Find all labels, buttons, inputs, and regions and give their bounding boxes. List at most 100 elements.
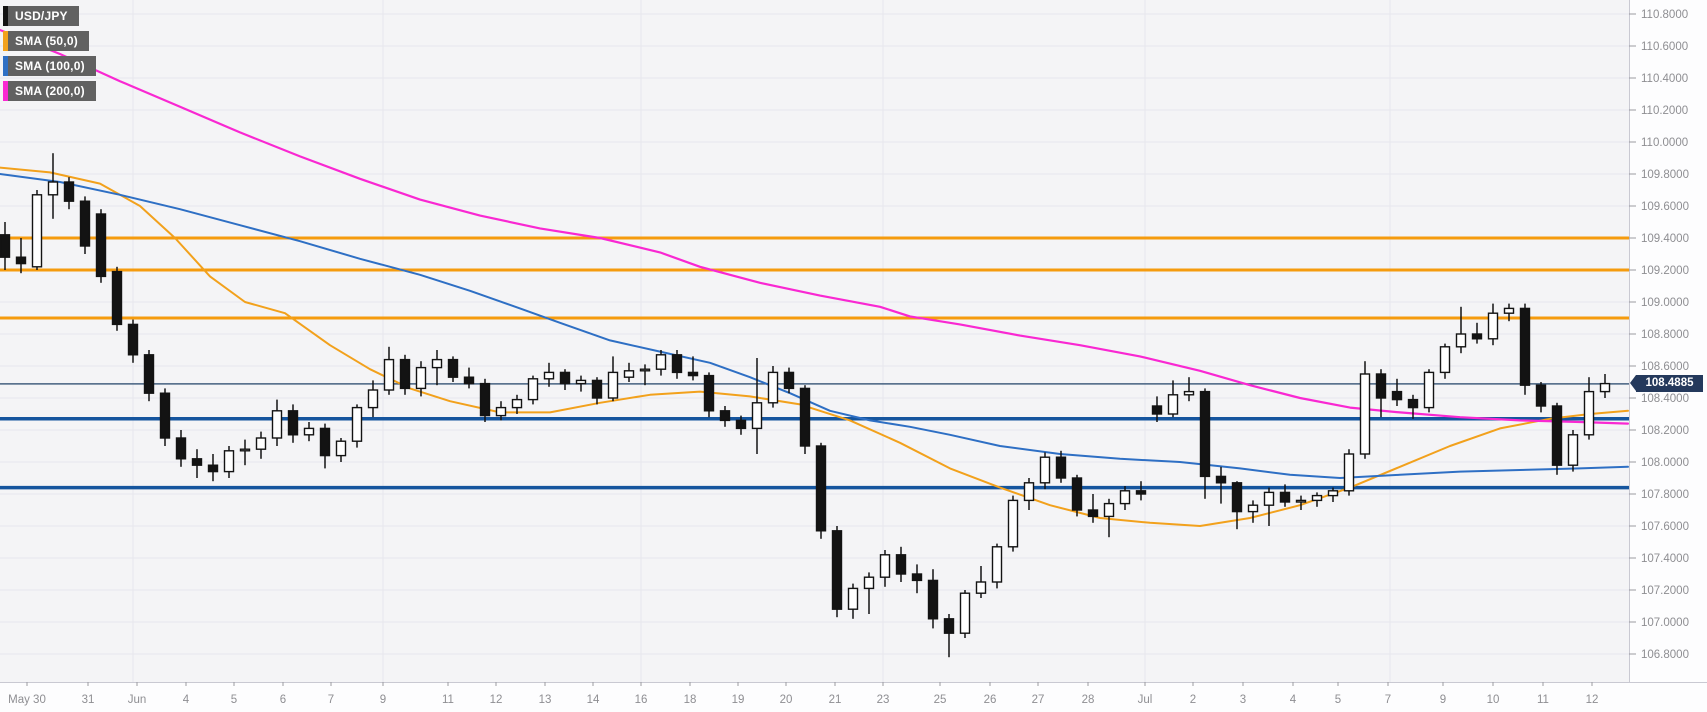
- bull-candle[interactable]: [959, 592, 971, 634]
- bull-candle[interactable]: [511, 398, 523, 409]
- bear-candle[interactable]: [79, 200, 91, 247]
- bear-candle[interactable]: [1151, 405, 1163, 415]
- bull-candle[interactable]: [751, 402, 763, 430]
- bull-candle[interactable]: [1167, 394, 1179, 415]
- bull-candle[interactable]: [255, 437, 267, 450]
- bull-candle[interactable]: [239, 448, 251, 452]
- bear-candle[interactable]: [95, 213, 107, 278]
- bear-candle[interactable]: [1551, 405, 1563, 466]
- bear-candle[interactable]: [927, 579, 939, 620]
- bull-candle[interactable]: [47, 181, 59, 196]
- bull-candle[interactable]: [303, 427, 315, 436]
- bear-candle[interactable]: [1519, 307, 1531, 386]
- bull-candle[interactable]: [863, 576, 875, 590]
- bear-candle[interactable]: [399, 358, 411, 390]
- bull-candle[interactable]: [1599, 382, 1611, 393]
- bear-candle[interactable]: [175, 437, 187, 460]
- bear-candle[interactable]: [831, 530, 843, 610]
- bull-candle[interactable]: [351, 406, 363, 442]
- bear-candle[interactable]: [719, 410, 731, 422]
- bull-candle[interactable]: [1007, 499, 1019, 548]
- bear-candle[interactable]: [799, 387, 811, 447]
- bull-candle[interactable]: [271, 410, 283, 439]
- bear-candle[interactable]: [207, 464, 219, 473]
- bull-candle[interactable]: [495, 406, 507, 417]
- bull-candle[interactable]: [1327, 490, 1339, 497]
- bear-candle[interactable]: [447, 358, 459, 378]
- bear-candle[interactable]: [15, 256, 27, 265]
- legend-item-sma100[interactable]: SMA (100,0): [3, 56, 96, 76]
- bear-candle[interactable]: [1407, 398, 1419, 409]
- legend-item-sma200[interactable]: SMA (200,0): [3, 81, 96, 101]
- bull-candle[interactable]: [1567, 434, 1579, 466]
- bear-candle[interactable]: [479, 382, 491, 417]
- bull-candle[interactable]: [1183, 390, 1195, 396]
- bull-candle[interactable]: [991, 546, 1003, 583]
- bull-candle[interactable]: [1103, 502, 1115, 518]
- bull-candle[interactable]: [1311, 494, 1323, 502]
- bull-candle[interactable]: [415, 366, 427, 390]
- bear-candle[interactable]: [815, 445, 827, 532]
- bull-candle[interactable]: [639, 368, 651, 372]
- bear-candle[interactable]: [559, 371, 571, 385]
- bull-candle[interactable]: [431, 358, 443, 369]
- bull-candle[interactable]: [1423, 371, 1435, 409]
- bear-candle[interactable]: [1087, 509, 1099, 518]
- bear-candle[interactable]: [1215, 475, 1227, 484]
- bear-candle[interactable]: [63, 181, 75, 202]
- bear-candle[interactable]: [1199, 390, 1211, 478]
- bull-candle[interactable]: [1039, 456, 1051, 484]
- bear-candle[interactable]: [287, 410, 299, 436]
- legend-item-sma50[interactable]: SMA (50,0): [3, 31, 89, 51]
- bear-candle[interactable]: [687, 371, 699, 377]
- bear-candle[interactable]: [1391, 390, 1403, 401]
- bear-candle[interactable]: [191, 458, 203, 466]
- bear-candle[interactable]: [319, 427, 331, 457]
- bear-candle[interactable]: [783, 371, 795, 390]
- bear-candle[interactable]: [1231, 482, 1243, 513]
- bull-candle[interactable]: [623, 370, 635, 378]
- bull-candle[interactable]: [223, 450, 235, 473]
- bear-candle[interactable]: [591, 379, 603, 399]
- bear-candle[interactable]: [703, 374, 715, 412]
- bull-candle[interactable]: [1455, 333, 1467, 348]
- bear-candle[interactable]: [111, 270, 123, 326]
- bear-candle[interactable]: [1055, 456, 1067, 479]
- bear-candle[interactable]: [463, 376, 475, 385]
- bear-candle[interactable]: [943, 618, 955, 634]
- bull-candle[interactable]: [1263, 491, 1275, 506]
- bull-candle[interactable]: [31, 194, 43, 268]
- bear-candle[interactable]: [895, 554, 907, 575]
- bull-candle[interactable]: [383, 358, 395, 391]
- legend-item-symbol[interactable]: USD/JPY: [3, 6, 79, 26]
- bull-candle[interactable]: [879, 554, 891, 578]
- bull-candle[interactable]: [527, 378, 539, 401]
- sma-polyline[interactable]: [0, 28, 1630, 425]
- bear-candle[interactable]: [911, 573, 923, 582]
- bear-candle[interactable]: [1071, 477, 1083, 511]
- bear-candle[interactable]: [1535, 384, 1547, 407]
- bear-candle[interactable]: [1279, 491, 1291, 503]
- bull-candle[interactable]: [575, 379, 587, 385]
- bear-candle[interactable]: [159, 392, 171, 439]
- bull-candle[interactable]: [1295, 499, 1307, 503]
- bull-candle[interactable]: [767, 371, 779, 404]
- bull-candle[interactable]: [335, 440, 347, 457]
- bear-candle[interactable]: [127, 323, 139, 356]
- bear-candle[interactable]: [0, 234, 11, 258]
- bear-candle[interactable]: [1375, 373, 1387, 399]
- bear-candle[interactable]: [735, 419, 747, 430]
- bull-candle[interactable]: [543, 371, 555, 380]
- bull-candle[interactable]: [847, 587, 859, 610]
- bull-candle[interactable]: [655, 354, 667, 370]
- bear-candle[interactable]: [143, 354, 155, 394]
- bull-candle[interactable]: [1503, 307, 1515, 314]
- bull-candle[interactable]: [607, 371, 619, 399]
- bull-candle[interactable]: [975, 581, 987, 594]
- bull-candle[interactable]: [1583, 390, 1595, 436]
- bull-candle[interactable]: [367, 389, 379, 409]
- bull-candle[interactable]: [1247, 504, 1259, 513]
- bull-candle[interactable]: [1359, 373, 1371, 455]
- bull-candle[interactable]: [1487, 312, 1499, 340]
